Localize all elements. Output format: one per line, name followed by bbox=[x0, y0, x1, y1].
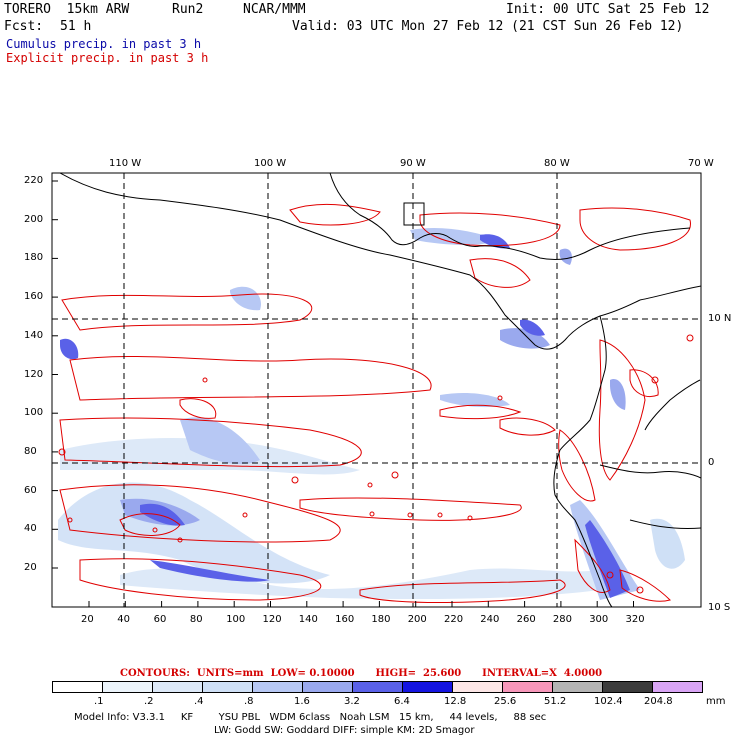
colorbar-cell bbox=[352, 681, 403, 693]
run-label: Run2 bbox=[172, 2, 204, 17]
y-grid-label: 80 bbox=[24, 445, 37, 457]
x-grid-label: 180 bbox=[371, 614, 391, 625]
colorbar-cell bbox=[252, 681, 303, 693]
colorbar-label: .8 bbox=[244, 696, 254, 707]
colorbar-cell bbox=[402, 681, 453, 693]
colorbar-label: .2 bbox=[144, 696, 154, 707]
y-grid-label: 140 bbox=[24, 329, 44, 341]
y-grid-label: 160 bbox=[24, 291, 44, 303]
x-grid-label: 20 bbox=[81, 614, 94, 625]
y-grid-label: 40 bbox=[24, 523, 37, 535]
model-name: TORERO 15km ARW bbox=[4, 2, 130, 17]
colorbar-label: 102.4 bbox=[594, 696, 623, 707]
colorbar-cell bbox=[102, 681, 153, 693]
y-grid-label: 200 bbox=[24, 213, 44, 225]
x-grid-label: 140 bbox=[298, 614, 318, 625]
lat-lon-grid bbox=[52, 173, 701, 607]
x-grid-label: 240 bbox=[480, 614, 500, 625]
lon-label-100w: 100 W bbox=[254, 158, 287, 169]
colorbar-cell bbox=[502, 681, 553, 693]
x-grid-label: 320 bbox=[625, 614, 645, 625]
x-grid-label: 200 bbox=[407, 614, 427, 625]
org-label: NCAR/MMM bbox=[243, 2, 306, 17]
cumulus-precip-title: Cumulus precip. in past 3 h bbox=[6, 37, 202, 51]
map-frame bbox=[51, 172, 702, 608]
colorbar-label: .1 bbox=[94, 696, 104, 707]
colorbar-label: 1.6 bbox=[294, 696, 310, 707]
colorbar-cell bbox=[652, 681, 703, 693]
x-grid-label: 100 bbox=[226, 614, 246, 625]
x-grid-label: 260 bbox=[516, 614, 536, 625]
x-grid-label: 40 bbox=[117, 614, 131, 625]
colorbar-label: 204.8 bbox=[644, 696, 673, 707]
colorbar-label: 25.6 bbox=[494, 696, 517, 707]
y-grid-label: 20 bbox=[24, 562, 37, 573]
y-grid-label: 60 bbox=[24, 484, 37, 496]
colorbar-cell bbox=[452, 681, 503, 693]
colorbar-label: 6.4 bbox=[394, 696, 410, 707]
x-grid-label: 220 bbox=[444, 614, 464, 625]
y-grid-label: 120 bbox=[24, 368, 44, 380]
colorbar-cell bbox=[602, 681, 653, 693]
y-grid-label: 220 bbox=[24, 175, 44, 186]
lat-label-10n: 10 N bbox=[708, 313, 732, 324]
colorbar-units: mm bbox=[706, 696, 726, 707]
colorbar-label: .4 bbox=[194, 696, 204, 707]
lon-label-110w: 110 W bbox=[109, 158, 142, 169]
y-grid-label: 100 bbox=[24, 407, 44, 419]
colorbar-label: 3.2 bbox=[344, 696, 360, 707]
lon-label-70w: 70 W bbox=[688, 158, 714, 169]
x-grid-label: 120 bbox=[262, 614, 282, 625]
lat-label-0: 0 bbox=[708, 457, 715, 468]
precip-shading bbox=[58, 173, 701, 607]
lon-label-90w: 90 W bbox=[400, 158, 426, 169]
colorbar-cell bbox=[202, 681, 253, 693]
lon-label-80w: 80 W bbox=[544, 158, 570, 169]
x-grid-label: 300 bbox=[589, 614, 609, 625]
colorbar-cell bbox=[552, 681, 603, 693]
x-grid-label: 280 bbox=[552, 614, 572, 625]
colorbar-cell bbox=[302, 681, 353, 693]
colorbar-cell bbox=[152, 681, 203, 693]
lat-label-10s: 10 S bbox=[708, 602, 731, 613]
fcst-label: Fcst: bbox=[4, 19, 44, 34]
valid-time: Valid: 03 UTC Mon 27 Feb 12 (21 CST Sun … bbox=[292, 19, 684, 34]
colorbar-label: 12.8 bbox=[444, 696, 467, 707]
contours-info: CONTOURS: UNITS=mm LOW= 0.10000 HIGH= 25… bbox=[120, 668, 603, 679]
x-grid-label: 60 bbox=[153, 614, 167, 625]
y-grid-label: 180 bbox=[24, 252, 44, 264]
model-info-line2: LW: Godd SW: Goddard DIFF: simple KM: 2D… bbox=[214, 725, 475, 736]
init-time: Init: 00 UTC Sat 25 Feb 12 bbox=[506, 2, 710, 17]
explicit-precip-title: Explicit precip. in past 3 h bbox=[6, 51, 209, 65]
fcst-value: 51 h bbox=[60, 19, 92, 34]
colorbar-cell bbox=[52, 681, 103, 693]
x-grid-label: 160 bbox=[335, 614, 355, 625]
colorbar-label: 51.2 bbox=[544, 696, 567, 707]
model-info-line1: Model Info: V3.3.1 KF YSU PBL WDM 6class… bbox=[74, 712, 547, 723]
x-grid-label: 80 bbox=[189, 614, 203, 625]
